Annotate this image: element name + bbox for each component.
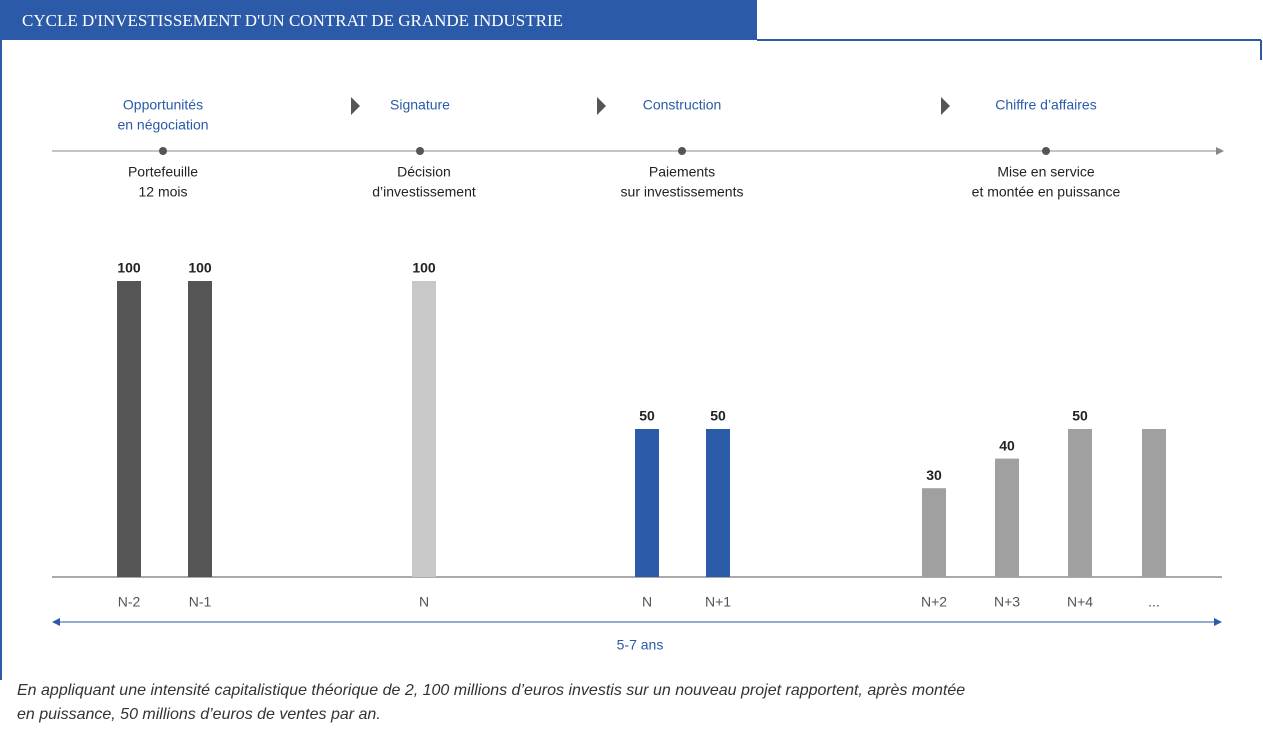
bar [995,458,1019,577]
value-label: 100 [117,260,141,276]
stage-marker [941,97,950,115]
stage-title: Construction [643,97,722,113]
x-tick-label: ... [1148,594,1160,610]
range-label: 5-7 ans [617,637,664,653]
stage-title: Signature [390,97,450,113]
x-tick-label: N+3 [994,594,1020,610]
x-tick-label: N-2 [118,594,141,610]
range-arrow [52,618,60,626]
stage-caption: Paiements [649,164,715,180]
bar [706,429,730,577]
stage-marker [597,97,606,115]
footnote: en puissance, 50 millions d’euros de ven… [17,706,381,723]
x-tick-label: N-1 [189,594,212,610]
stage-caption: Mise en service [997,164,1094,180]
title-banner [0,0,757,40]
stage-caption: sur investissements [621,184,744,200]
stage-title: en négociation [117,117,208,133]
bar [412,281,436,577]
timeline-arrow [1216,147,1224,155]
stage-caption: 12 mois [138,184,187,200]
stage-marker [351,97,360,115]
footnote: En appliquant une intensité capitalistiq… [17,682,965,699]
chart-title: CYCLE D'INVESTISSEMENT D'UN CONTRAT DE G… [22,11,563,30]
stage-dot [678,147,686,155]
x-tick-label: N+2 [921,594,947,610]
bar [117,281,141,577]
stage-caption: d’investissement [372,184,476,200]
stage-title: Chiffre d’affaires [995,97,1096,113]
x-tick-label: N [642,594,652,610]
stage-dot [416,147,424,155]
value-label: 100 [412,260,436,276]
range-arrow [1214,618,1222,626]
value-label: 40 [999,437,1015,453]
stage-title: Opportunités [123,97,203,113]
value-label: 50 [1072,408,1088,424]
value-label: 50 [639,408,655,424]
stage-caption: et montée en puissance [972,184,1121,200]
value-label: 100 [188,260,212,276]
bar [635,429,659,577]
stage-dot [159,147,167,155]
x-tick-label: N+1 [705,594,731,610]
stage-caption: Décision [397,164,451,180]
bar [1142,429,1166,577]
stage-dot [1042,147,1050,155]
bar [922,488,946,577]
x-tick-label: N+4 [1067,594,1093,610]
bar [188,281,212,577]
value-label: 50 [710,408,726,424]
stage-caption: Portefeuille [128,164,198,180]
value-label: 30 [926,467,942,483]
bar [1068,429,1092,577]
x-tick-label: N [419,594,429,610]
